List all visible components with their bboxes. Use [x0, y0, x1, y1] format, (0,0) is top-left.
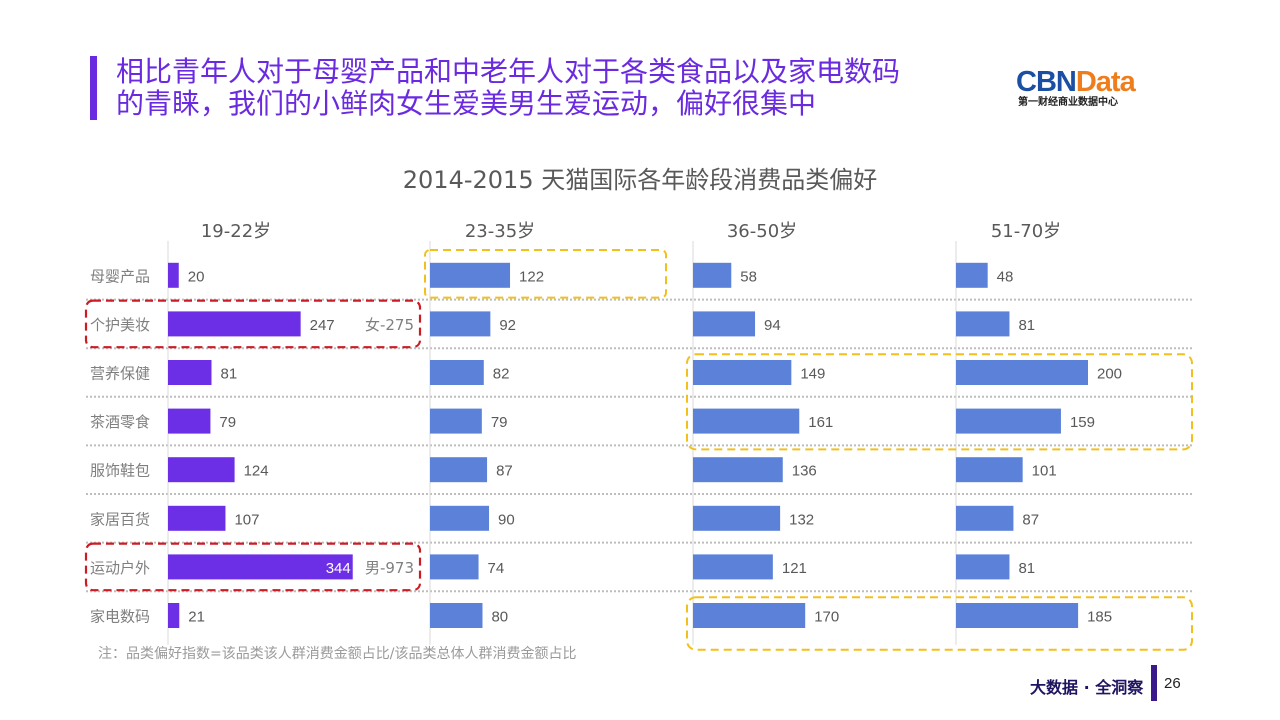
data-label: 170	[814, 609, 839, 626]
bar	[956, 262, 988, 288]
category-label: 营养保健	[90, 365, 150, 383]
bar	[693, 262, 732, 288]
data-label: 90	[498, 511, 515, 528]
bar	[430, 603, 483, 628]
data-label: 136	[792, 463, 817, 480]
highlight-box-yellow	[686, 353, 1193, 451]
data-label: 132	[789, 511, 814, 528]
data-label: 48	[997, 268, 1014, 285]
page-number: 26	[1164, 675, 1181, 692]
bar	[693, 360, 792, 385]
bar	[430, 554, 479, 580]
bar	[168, 262, 179, 288]
series-header: 51-70岁	[991, 221, 1061, 242]
bar	[430, 457, 488, 483]
chart-title: 2014-2015 天猫国际各年龄段消费品类偏好	[402, 166, 878, 194]
cbndata-logo: CBNData 第一财经商业数据中心	[1016, 66, 1136, 110]
data-label: 81	[220, 366, 237, 383]
data-label: 185	[1087, 609, 1112, 626]
data-label: 74	[488, 560, 505, 577]
bar	[956, 457, 1023, 483]
data-label: 81	[1018, 560, 1035, 577]
data-label: 87	[496, 463, 513, 480]
data-label: 79	[219, 414, 236, 431]
data-label: 94	[764, 317, 781, 334]
footer-slogan: 大数据 · 全洞察	[1030, 678, 1144, 697]
bar	[693, 408, 800, 434]
highlight-box-red	[84, 299, 422, 349]
data-label: 82	[493, 366, 510, 383]
data-label: 161	[808, 414, 833, 431]
category-label: 服饰鞋包	[90, 462, 150, 480]
bar	[168, 505, 226, 531]
data-label: 121	[782, 560, 807, 577]
bar	[693, 603, 806, 628]
highlight-box-red	[84, 542, 422, 592]
data-label: 87	[1022, 511, 1039, 528]
category-label: 运动户外	[90, 559, 150, 577]
headline: 相比青年人对于母婴产品和中老年人对于各类食品以及家电数码 的青睐，我们的小鲜肉女…	[116, 56, 900, 120]
bar	[168, 603, 180, 628]
bar	[956, 360, 1088, 385]
bar	[168, 554, 353, 580]
logo-data: Data	[1075, 66, 1136, 98]
bar	[956, 311, 1010, 337]
category-label: 个护美妆	[90, 316, 150, 334]
data-label: 20	[188, 268, 205, 285]
gender-annotation: 男-973	[365, 559, 414, 577]
bar	[430, 505, 490, 531]
gender-annotation: 女-275	[365, 316, 414, 334]
series-header: 36-50岁	[727, 221, 797, 242]
logo-subtitle: 第一财经商业数据中心	[1018, 97, 1118, 108]
bar	[168, 360, 212, 385]
data-label: 200	[1097, 366, 1122, 383]
series-header: 23-35岁	[465, 221, 535, 242]
data-label: 101	[1032, 463, 1057, 480]
data-label: 247	[310, 317, 335, 334]
bar	[430, 408, 482, 434]
data-label: 159	[1070, 414, 1095, 431]
category-label: 母婴产品	[90, 267, 150, 285]
bar	[956, 554, 1010, 580]
data-label: 149	[800, 366, 825, 383]
bar	[693, 554, 773, 580]
bar	[430, 262, 511, 288]
data-label: 344	[326, 560, 351, 577]
data-label: 124	[244, 463, 269, 480]
bar	[430, 311, 491, 337]
headline-line-2: 的青睐，我们的小鲜肉女生爱美男生爱运动，偏好很集中	[116, 87, 817, 120]
bar	[168, 457, 235, 483]
title-accent-bar	[90, 56, 97, 120]
footnote: 注：品类偏好指数=该品类该人群消费金额占比/该品类总体人群消费金额占比	[98, 646, 577, 662]
bar	[693, 311, 756, 337]
bar	[430, 360, 484, 385]
bar	[168, 311, 301, 337]
series-header: 19-22岁	[201, 221, 271, 242]
bar	[956, 603, 1079, 628]
data-label: 122	[519, 268, 544, 285]
data-label: 21	[188, 609, 205, 626]
bar	[956, 505, 1014, 531]
highlight-box-yellow	[686, 596, 1193, 651]
headline-line-1: 相比青年人对于母婴产品和中老年人对于各类食品以及家电数码	[116, 55, 901, 88]
bar	[168, 408, 211, 434]
footer-divider	[1151, 665, 1157, 701]
bar	[693, 505, 781, 531]
data-label: 92	[499, 317, 516, 334]
logo-cbn: CBN	[1016, 66, 1077, 98]
category-label: 家电数码	[90, 608, 150, 626]
bar	[956, 408, 1061, 434]
data-label: 58	[740, 268, 757, 285]
data-label: 81	[1018, 317, 1035, 334]
category-label: 家居百货	[90, 510, 150, 528]
data-label: 79	[491, 414, 508, 431]
category-label: 茶酒零食	[90, 413, 150, 431]
data-label: 107	[234, 511, 259, 528]
data-label: 80	[491, 609, 508, 626]
bar	[693, 457, 783, 483]
